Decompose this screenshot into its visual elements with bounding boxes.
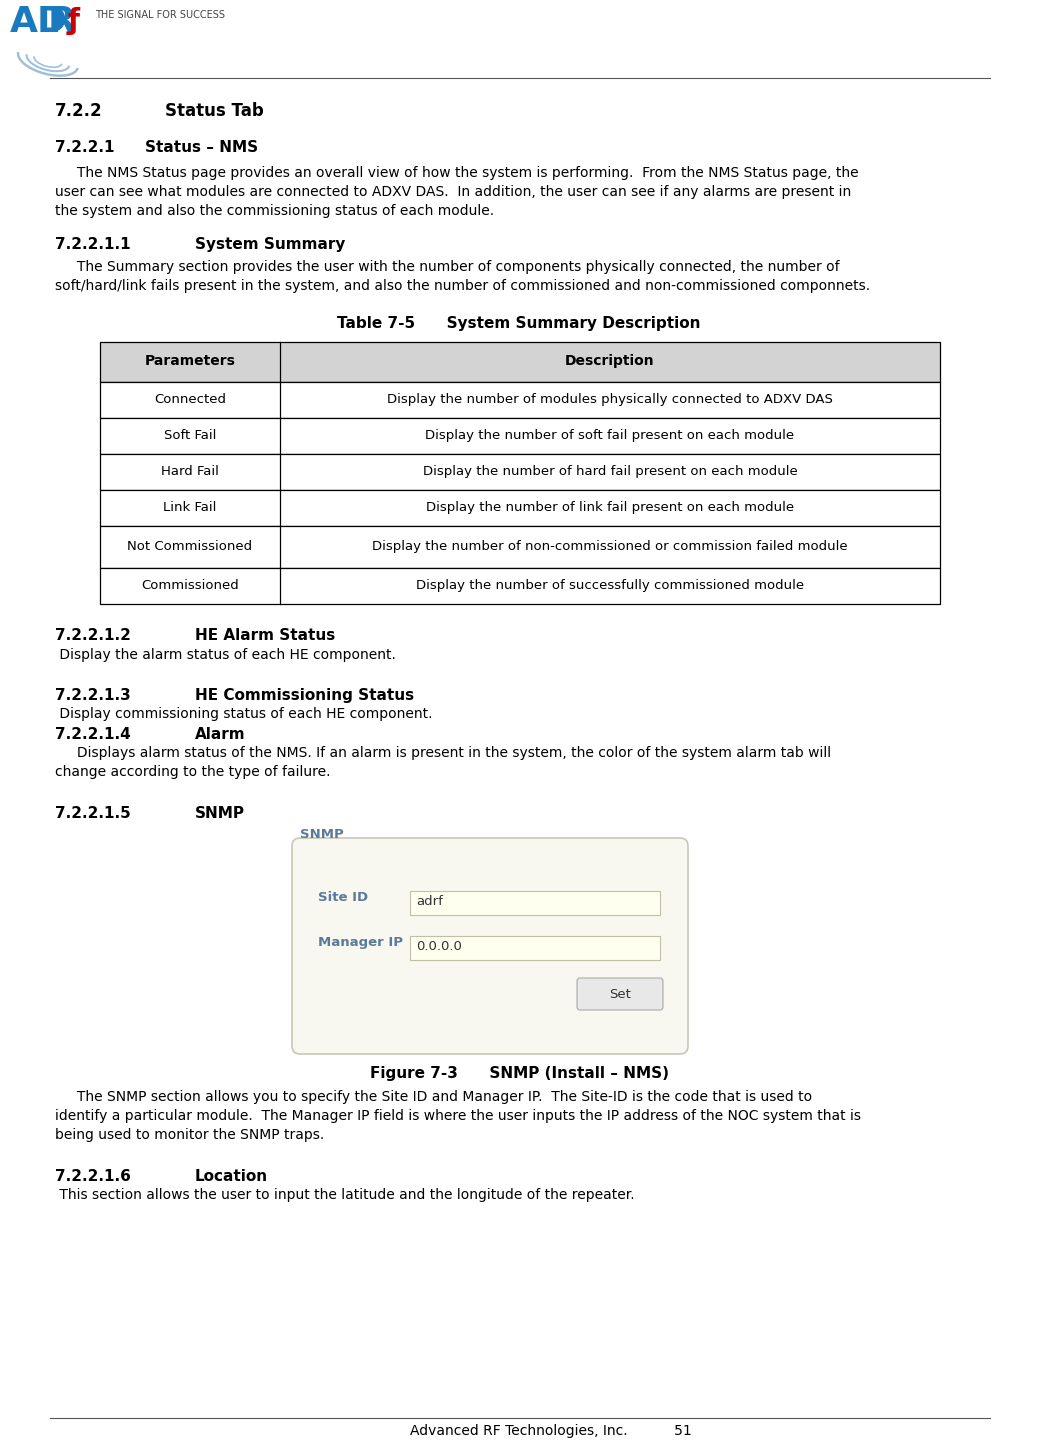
- Text: Status – NMS: Status – NMS: [145, 140, 258, 154]
- Text: Not Commissioned: Not Commissioned: [128, 540, 252, 553]
- Text: Hard Fail: Hard Fail: [161, 464, 219, 478]
- Text: Advanced RF Technologies, Inc.: Advanced RF Technologies, Inc.: [410, 1424, 628, 1439]
- Text: 7.2.2.1.4: 7.2.2.1.4: [55, 727, 131, 743]
- Text: HE Commissioning Status: HE Commissioning Status: [195, 689, 414, 703]
- Text: Link Fail: Link Fail: [163, 501, 217, 514]
- Text: 7.2.2.1.6: 7.2.2.1.6: [55, 1169, 131, 1184]
- Text: 7.2.2.1.2: 7.2.2.1.2: [55, 628, 131, 644]
- Text: 7.2.2: 7.2.2: [55, 102, 103, 119]
- Text: soft/hard/link fails present in the system, and also the number of commissioned : soft/hard/link fails present in the syst…: [55, 280, 870, 293]
- Text: SNMP: SNMP: [300, 828, 344, 842]
- Bar: [100, 454, 940, 491]
- Text: HE Alarm Status: HE Alarm Status: [195, 628, 335, 644]
- Text: The Summary section provides the user with the number of components physically c: The Summary section provides the user wi…: [55, 261, 840, 274]
- Text: Displays alarm status of the NMS. If an alarm is present in the system, the colo: Displays alarm status of the NMS. If an …: [55, 745, 831, 760]
- Text: THE SIGNAL FOR SUCCESS: THE SIGNAL FOR SUCCESS: [95, 10, 225, 20]
- Text: 0.0.0.0: 0.0.0.0: [416, 941, 462, 954]
- Text: user can see what modules are connected to ADXV DAS.  In addition, the user can : user can see what modules are connected …: [55, 185, 851, 199]
- Text: SNMP: SNMP: [195, 807, 245, 821]
- Text: Connected: Connected: [154, 393, 226, 406]
- Text: 7.2.2.1.1: 7.2.2.1.1: [55, 237, 131, 252]
- Text: 7.2.2.1: 7.2.2.1: [55, 140, 114, 154]
- Text: AD: AD: [10, 4, 69, 39]
- Text: The NMS Status page provides an overall view of how the system is performing.  F: The NMS Status page provides an overall …: [55, 166, 858, 181]
- Text: System Summary: System Summary: [195, 237, 346, 252]
- Text: 7.2.2.1.3: 7.2.2.1.3: [55, 689, 131, 703]
- Text: Display the alarm status of each HE component.: Display the alarm status of each HE comp…: [55, 648, 395, 662]
- Bar: [100, 568, 940, 604]
- Text: change according to the type of failure.: change according to the type of failure.: [55, 764, 330, 779]
- Text: Display the number of successfully commissioned module: Display the number of successfully commi…: [416, 579, 804, 593]
- Text: Commissioned: Commissioned: [141, 579, 239, 593]
- Bar: [100, 418, 940, 454]
- Text: Table 7-5      System Summary Description: Table 7-5 System Summary Description: [337, 316, 701, 331]
- Bar: [100, 342, 940, 381]
- Text: adrf: adrf: [416, 895, 443, 909]
- Text: 51: 51: [346, 1424, 692, 1439]
- Text: The SNMP section allows you to specify the Site ID and Manager IP.  The Site-ID : The SNMP section allows you to specify t…: [55, 1091, 812, 1104]
- Text: identify a particular module.  The Manager IP field is where the user inputs the: identify a particular module. The Manage…: [55, 1109, 861, 1123]
- Text: Manager IP: Manager IP: [318, 936, 403, 949]
- Text: Parameters: Parameters: [144, 354, 236, 368]
- Text: 7.2.2.1.5: 7.2.2.1.5: [55, 807, 131, 821]
- Text: Site ID: Site ID: [318, 891, 368, 904]
- Text: Soft Fail: Soft Fail: [164, 430, 216, 443]
- Bar: [100, 381, 940, 418]
- FancyBboxPatch shape: [577, 978, 663, 1010]
- Text: ƒ: ƒ: [69, 7, 80, 35]
- Bar: [410, 891, 660, 914]
- Text: Description: Description: [565, 354, 655, 368]
- Text: R: R: [48, 4, 76, 39]
- Text: This section allows the user to input the latitude and the longitude of the repe: This section allows the user to input th…: [55, 1188, 634, 1203]
- Bar: [100, 491, 940, 526]
- Text: Location: Location: [195, 1169, 268, 1184]
- Bar: [410, 936, 660, 960]
- Bar: [100, 526, 940, 568]
- Text: Display commissioning status of each HE component.: Display commissioning status of each HE …: [55, 708, 433, 721]
- Text: Display the number of soft fail present on each module: Display the number of soft fail present …: [426, 430, 794, 443]
- FancyBboxPatch shape: [292, 839, 688, 1054]
- Text: Display the number of modules physically connected to ADXV DAS: Display the number of modules physically…: [387, 393, 832, 406]
- Text: being used to monitor the SNMP traps.: being used to monitor the SNMP traps.: [55, 1128, 324, 1142]
- Text: Display the number of hard fail present on each module: Display the number of hard fail present …: [422, 464, 797, 478]
- Text: Display the number of non-commissioned or commission failed module: Display the number of non-commissioned o…: [373, 540, 848, 553]
- Text: Figure 7-3      SNMP (Install – NMS): Figure 7-3 SNMP (Install – NMS): [370, 1066, 668, 1080]
- Text: Display the number of link fail present on each module: Display the number of link fail present …: [426, 501, 794, 514]
- Text: the system and also the commissioning status of each module.: the system and also the commissioning st…: [55, 204, 494, 218]
- Text: Set: Set: [609, 987, 631, 1000]
- Text: Status Tab: Status Tab: [165, 102, 264, 119]
- Text: Alarm: Alarm: [195, 727, 246, 743]
